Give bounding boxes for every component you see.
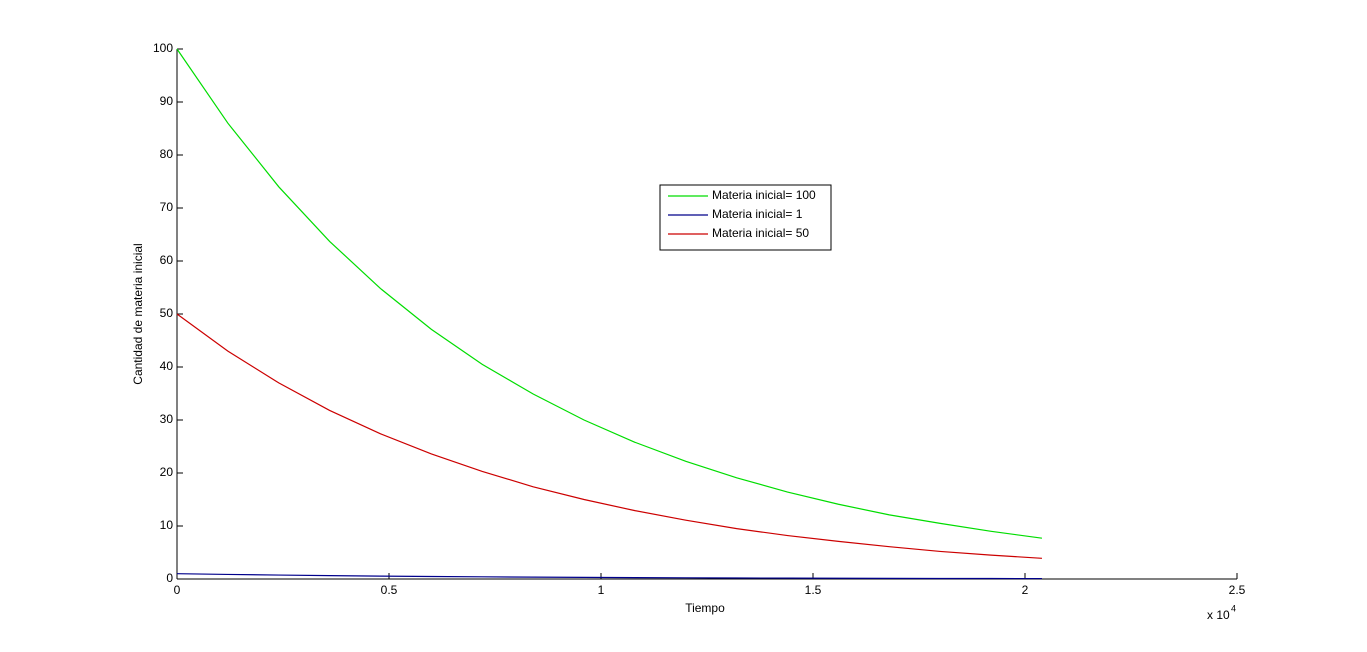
series-line [176, 48, 1043, 539]
y-tick-label: 60 [160, 253, 174, 267]
x-axis-label: Tiempo [685, 601, 725, 615]
x-tick-label: 2 [1022, 583, 1029, 597]
x-scale-exponent: 4 [1231, 603, 1236, 613]
y-axis-label: Cantidad de materia inicial [131, 243, 145, 384]
y-tick-label: 30 [160, 412, 174, 426]
y-tick-label: 80 [160, 147, 174, 161]
y-tick-label: 0 [166, 571, 173, 585]
legend-box [659, 184, 832, 251]
x-tick-label: 1 [598, 583, 605, 597]
x-tick-label: 0 [174, 583, 181, 597]
series-line [176, 573, 1042, 580]
y-tick-label: 50 [160, 306, 174, 320]
legend-label: Materia inicial= 50 [712, 226, 809, 240]
y-tick-label: 20 [160, 465, 174, 479]
y-tick-label: 10 [160, 518, 174, 532]
legend-label: Materia inicial= 1 [712, 207, 803, 221]
x-tick-label: 2.5 [1229, 583, 1246, 597]
series-line [176, 313, 1042, 559]
y-tick-label: 100 [153, 41, 173, 55]
legend-label: Materia inicial= 100 [712, 188, 816, 202]
y-tick-label: 40 [160, 359, 174, 373]
x-tick-label: 1.5 [805, 583, 822, 597]
x-tick-label: 0.5 [381, 583, 398, 597]
x-scale-base: x 10 [1207, 608, 1230, 622]
y-tick-label: 90 [160, 94, 174, 108]
y-tick-label: 70 [160, 200, 174, 214]
